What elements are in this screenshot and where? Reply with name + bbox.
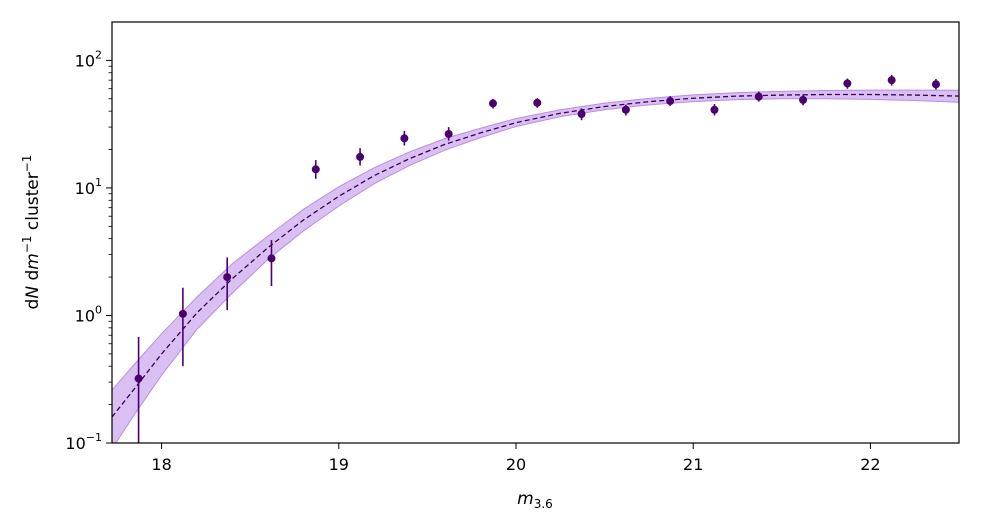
point-marker: [533, 98, 542, 107]
y-tick-label: 102: [75, 48, 102, 70]
data-point-2: [178, 287, 187, 367]
data-point-18: [887, 74, 896, 86]
point-marker: [621, 105, 630, 114]
data-point-13: [666, 96, 675, 106]
fit-uncertainty-band: [112, 89, 959, 443]
y-tick-label: 101: [75, 176, 102, 198]
point-marker: [577, 109, 586, 118]
data-point-14: [710, 104, 719, 116]
point-marker: [488, 99, 497, 108]
y-tick-label: 10−1: [65, 431, 102, 453]
data-point-15: [754, 91, 763, 102]
data-point-12: [621, 104, 630, 116]
y-tick-label: 100: [75, 303, 102, 325]
data-point-4: [267, 240, 276, 287]
x-tick-label: 18: [151, 455, 171, 474]
data-point-17: [843, 78, 852, 89]
point-marker: [444, 129, 453, 138]
y-axis-label: dN dm−1 cluster−1: [20, 155, 43, 310]
point-marker: [799, 95, 808, 104]
x-tick-label: 21: [683, 455, 703, 474]
point-marker: [134, 374, 143, 383]
data-point-16: [799, 94, 808, 106]
data-point-6: [356, 148, 365, 166]
data-point-10: [533, 98, 542, 108]
data-point-8: [444, 127, 453, 141]
data-point-3: [223, 257, 232, 311]
x-tick-label: 19: [329, 455, 349, 474]
point-marker: [754, 92, 763, 101]
point-marker: [223, 273, 232, 282]
data-point-7: [400, 130, 409, 146]
point-marker: [887, 76, 896, 85]
data-point-11: [577, 108, 586, 121]
data-point-9: [488, 98, 497, 109]
point-marker: [843, 79, 852, 88]
fit-curve: [112, 93, 959, 418]
point-marker: [931, 80, 940, 89]
point-marker: [311, 165, 320, 174]
data-point-19: [931, 78, 940, 90]
data-point-1: [134, 336, 143, 443]
x-axis-label: m3.6: [517, 489, 553, 511]
x-tick-label: 22: [860, 455, 880, 474]
plot-frame: [111, 21, 960, 444]
data-point-5: [311, 160, 320, 179]
point-marker: [400, 134, 409, 143]
fit-band-area: [112, 89, 959, 443]
y-axis: 10−1 100 101 102: [65, 48, 112, 453]
point-marker: [267, 254, 276, 263]
fit-line: [112, 93, 959, 418]
x-tick-label: 20: [506, 455, 526, 474]
point-marker: [710, 105, 719, 114]
point-marker: [356, 152, 365, 161]
point-marker: [178, 309, 187, 318]
x-axis: 18 19 20 21 22: [151, 443, 881, 474]
point-marker: [666, 97, 675, 106]
data-points: [134, 74, 940, 443]
